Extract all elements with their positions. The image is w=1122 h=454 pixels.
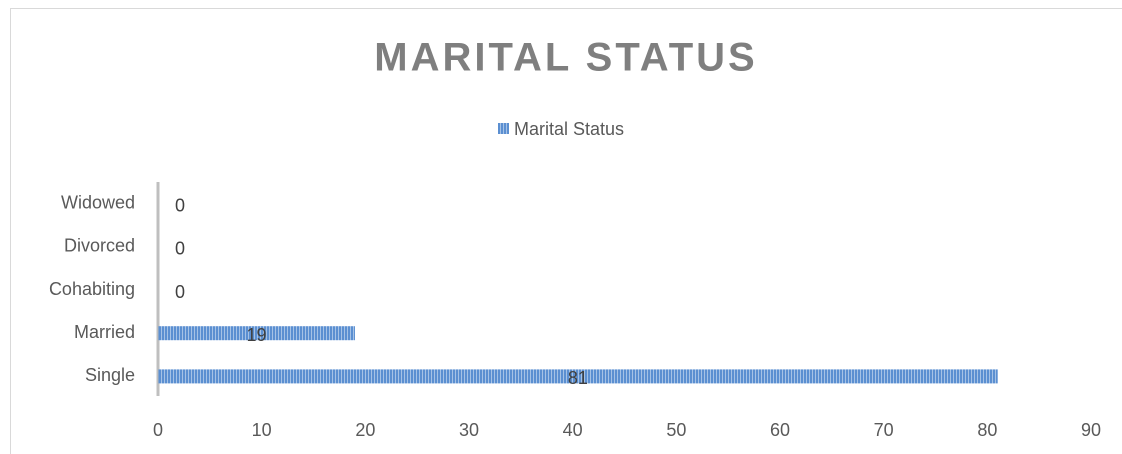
chart-border — [10, 8, 1122, 454]
data-label: 81 — [568, 368, 588, 388]
y-tick-label: Divorced — [64, 236, 135, 256]
bar — [158, 326, 355, 341]
y-tick-label: Widowed — [61, 192, 135, 212]
x-tick-label: 20 — [355, 420, 375, 440]
x-tick-label: 10 — [252, 420, 272, 440]
x-tick-label: 0 — [153, 420, 163, 440]
y-tick-label: Cohabiting — [49, 279, 135, 299]
x-tick-label: 40 — [563, 420, 583, 440]
data-label: 0 — [175, 195, 185, 215]
y-tick-label: Married — [74, 322, 135, 342]
x-tick-label: 80 — [977, 420, 997, 440]
data-label: 0 — [175, 282, 185, 302]
x-tick-label: 30 — [459, 420, 479, 440]
chart-title: MARITAL STATUS — [374, 36, 757, 80]
x-tick-label: 50 — [666, 420, 686, 440]
x-tick-label: 90 — [1081, 420, 1101, 440]
y-tick-label: Single — [85, 365, 135, 385]
x-tick-label: 60 — [770, 420, 790, 440]
legend-swatch — [498, 123, 509, 134]
bar — [158, 369, 998, 384]
x-tick-label: 70 — [874, 420, 894, 440]
data-label: 0 — [175, 239, 185, 259]
legend-label: Marital Status — [514, 119, 624, 139]
data-label: 19 — [246, 325, 266, 345]
